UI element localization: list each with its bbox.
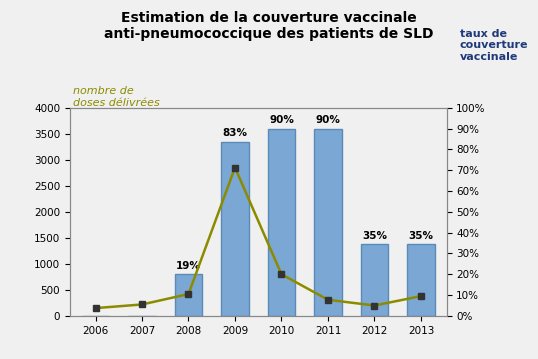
Text: Estimation de la couverture vaccinale
anti-pneumococcique des patients de SLD: Estimation de la couverture vaccinale an… [104, 11, 434, 41]
Text: 35%: 35% [408, 231, 434, 241]
Text: taux de
couverture
vaccinale: taux de couverture vaccinale [460, 29, 528, 62]
Text: 90%: 90% [269, 115, 294, 125]
Bar [314, 129, 342, 316]
Text: 19%: 19% [176, 261, 201, 271]
Text: 35%: 35% [362, 231, 387, 241]
Text: 90%: 90% [316, 115, 341, 125]
Bar [174, 274, 202, 316]
Bar [267, 129, 295, 316]
Bar [407, 244, 435, 316]
Text: 83%: 83% [223, 129, 247, 139]
Bar [221, 141, 249, 316]
Text: nombre de
doses délivrées: nombre de doses délivrées [73, 86, 159, 108]
Bar [360, 244, 388, 316]
